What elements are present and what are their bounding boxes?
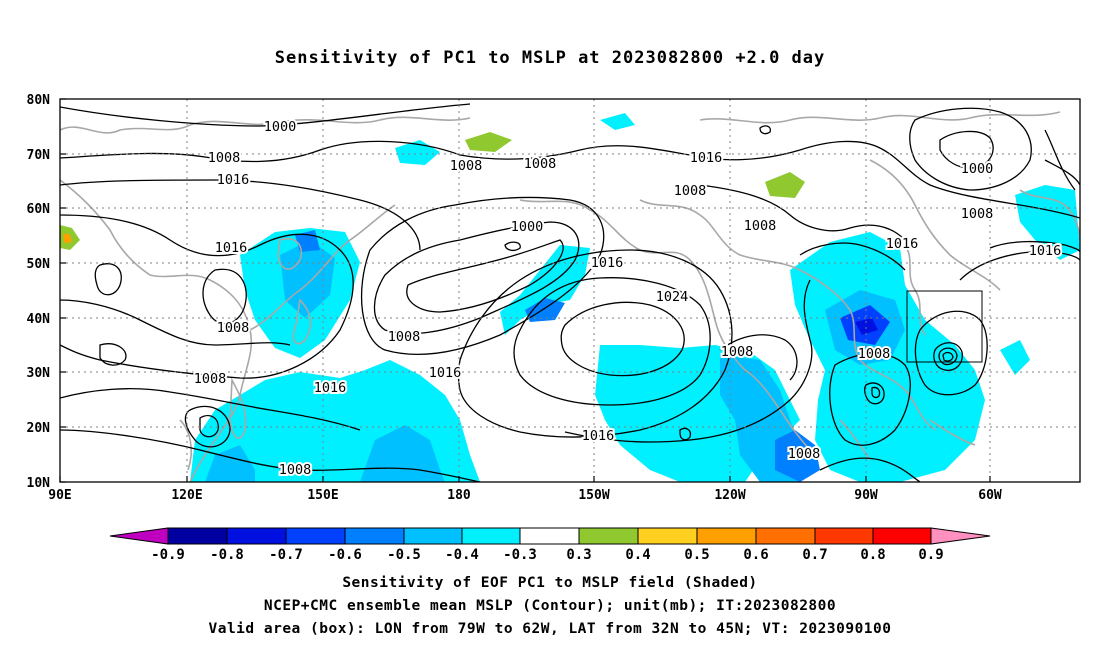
colorbar-cell <box>285 527 346 545</box>
contour-label: 1008 <box>524 156 557 172</box>
lat-label: 50N <box>27 257 51 272</box>
caption-line-1: Sensitivity of EOF PC1 to MSLP field (Sh… <box>342 575 758 591</box>
contour-label: 1000 <box>264 119 297 135</box>
colorbar-label: -0.9 <box>151 547 185 563</box>
lon-label: 180 <box>447 488 471 503</box>
colorbar-label: -0.8 <box>210 547 244 563</box>
lat-label: 80N <box>27 93 51 108</box>
lat-label: 70N <box>27 148 51 163</box>
contour-label: 1008 <box>217 320 250 336</box>
lon-label: 120E <box>171 488 202 503</box>
graticule <box>60 99 1080 482</box>
contour-label: 1008 <box>744 218 777 234</box>
lat-label: 60N <box>27 202 51 217</box>
colorbar-label: 0.9 <box>918 547 943 563</box>
colorbar-cell <box>872 527 932 545</box>
lat-label: 30N <box>27 366 51 381</box>
caption-line-2: NCEP+CMC ensemble mean MSLP (Contour); u… <box>263 598 837 614</box>
lat-label: 10N <box>27 476 51 491</box>
lon-label: 150W <box>578 488 609 503</box>
map-frame <box>59 98 1081 483</box>
lon-label: 90W <box>854 488 878 503</box>
mslp-contours <box>60 103 1080 482</box>
contour-label: 1008 <box>450 158 483 174</box>
contour-label: 1016 <box>690 150 723 166</box>
contour-label: 1008 <box>208 150 241 166</box>
colorbar-cell <box>814 527 874 545</box>
colorbar-label: 0.7 <box>802 547 827 563</box>
colorbar-label: -0.5 <box>387 547 421 563</box>
contour-label: 1016 <box>1029 243 1062 259</box>
valid-area-box <box>906 290 983 363</box>
colorbar-label: -0.4 <box>445 547 479 563</box>
colorbar-label: 0.5 <box>684 547 709 563</box>
contour-label: 1008 <box>858 346 891 362</box>
colorbar-label: 0.4 <box>625 547 650 563</box>
contour-label: 1008 <box>388 329 421 345</box>
contour-label: 1016 <box>582 428 615 444</box>
contour-label: 1008 <box>194 371 227 387</box>
lat-label: 20N <box>27 421 51 436</box>
coastlines <box>60 111 1080 482</box>
colorbar-label: 0.6 <box>743 547 768 563</box>
contour-label: 1008 <box>279 462 312 478</box>
contour-label: 1024 <box>656 289 689 305</box>
colorbar-cell <box>637 527 698 545</box>
colorbar-label: 0.3 <box>566 547 591 563</box>
map-title: Sensitivity of PC1 to MSLP at 2023082800… <box>274 48 826 68</box>
colorbar-cell <box>578 527 639 545</box>
colorbar-cell <box>109 527 169 545</box>
colorbar-cell <box>696 527 757 545</box>
colorbar-label: -0.3 <box>503 547 537 563</box>
lat-label: 40N <box>27 312 51 327</box>
lon-label: 60W <box>978 488 1002 503</box>
colorbar-cell <box>930 527 991 545</box>
colorbar-cell <box>755 527 816 545</box>
colorbar-label: 0.8 <box>860 547 885 563</box>
contour-label: 1016 <box>591 255 624 271</box>
contour-label: 1016 <box>886 236 919 252</box>
colorbar <box>109 527 991 545</box>
contour-label: 1008 <box>788 446 821 462</box>
colorbar-cell <box>403 527 463 545</box>
colorbar-label: -0.7 <box>269 547 303 563</box>
caption-line-3: Valid area (box): LON from 79W to 62W, L… <box>208 621 892 637</box>
contour-label: 1016 <box>314 380 347 396</box>
sensitivity-shading <box>60 113 1080 482</box>
contour-label: 1000 <box>961 161 994 177</box>
colorbar-cell <box>344 527 405 545</box>
contour-label: 1008 <box>721 344 754 360</box>
contour-label: 1000 <box>511 219 544 235</box>
colorbar-label: -0.6 <box>328 547 362 563</box>
contour-label: 1016 <box>217 172 250 188</box>
lon-label: 90E <box>48 488 71 503</box>
colorbar-cell <box>167 527 228 545</box>
colorbar-cell <box>461 527 521 545</box>
lon-label: 120W <box>714 488 745 503</box>
contour-label: 1016 <box>215 240 248 256</box>
colorbar-cell <box>519 527 580 545</box>
colorbar-cell <box>226 527 287 545</box>
contour-label: 1016 <box>429 365 462 381</box>
contour-label: 1008 <box>674 183 707 199</box>
axis-ticks <box>59 98 991 483</box>
lon-label: 150E <box>307 488 338 503</box>
contour-label: 1008 <box>961 206 994 222</box>
